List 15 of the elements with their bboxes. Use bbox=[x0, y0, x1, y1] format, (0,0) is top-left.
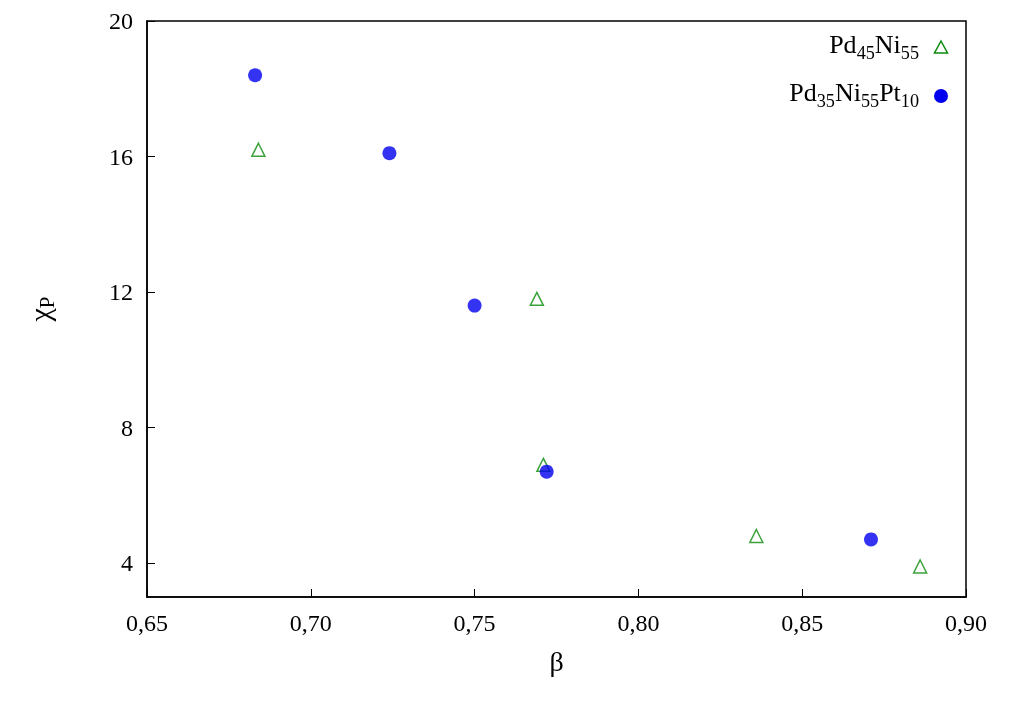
y-axis-title: χP bbox=[23, 296, 59, 323]
legend-label: Pd$_{45}$Ni$_{55}$ bbox=[829, 30, 919, 64]
y-tick-label: 12 bbox=[109, 279, 133, 306]
y-tick-label: 16 bbox=[109, 143, 133, 170]
y-tick-label: 8 bbox=[121, 414, 133, 441]
x-tick-label: 0,75 bbox=[453, 610, 496, 636]
x-tick-label: 0,65 bbox=[126, 610, 168, 636]
legend-label: Pd$_{35}$Ni$_{55}$Pt$_{10}$ bbox=[789, 78, 919, 112]
x-tick-label: 0,80 bbox=[617, 610, 660, 636]
x-tick-label: 0,85 bbox=[781, 610, 824, 636]
x-tick-label: 0,70 bbox=[289, 610, 332, 636]
y-tick-label: 4 bbox=[121, 550, 133, 577]
y-tick-label: 20 bbox=[109, 8, 133, 34]
x-tick-label: 0,90 bbox=[945, 610, 987, 636]
x-axis-title: β bbox=[549, 645, 564, 677]
